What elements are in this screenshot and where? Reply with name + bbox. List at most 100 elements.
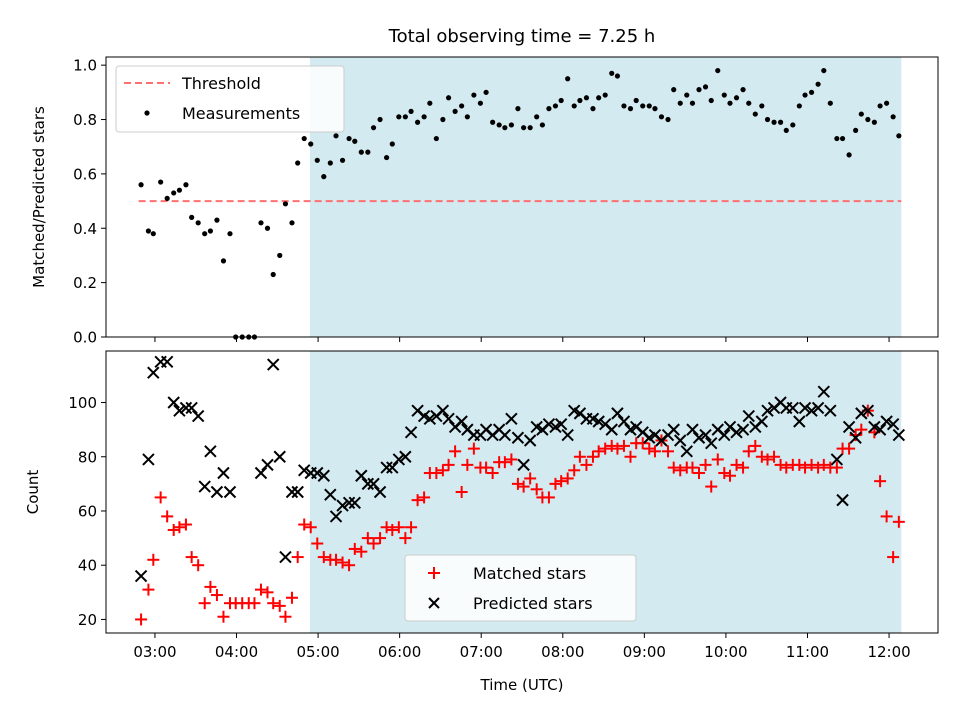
matched-star-point	[887, 551, 900, 564]
predicted-star-point	[761, 404, 774, 417]
predicted-star-point	[498, 428, 512, 442]
legend-matched-label: Matched stars	[473, 564, 586, 583]
matched-star-point	[248, 597, 261, 610]
predicted-star-point	[134, 569, 148, 583]
predicted-star-point	[399, 450, 412, 463]
matched-star-point	[592, 445, 605, 458]
measurement-point	[421, 114, 427, 120]
measurement-point	[871, 119, 877, 125]
measurement-point	[546, 106, 552, 112]
matched-star-point	[830, 461, 843, 474]
measurement-point	[195, 220, 201, 226]
predicted-star-point	[291, 485, 304, 499]
predicted-star-point	[811, 401, 825, 415]
predicted-star-point	[386, 461, 399, 474]
predicted-star-point	[830, 453, 844, 466]
measurement-point	[521, 125, 527, 131]
matched-star-point	[511, 477, 524, 490]
measurement-point	[896, 133, 902, 139]
measurement-point	[402, 114, 408, 120]
matched-star-point	[330, 553, 343, 566]
predicted-star-point	[605, 423, 618, 436]
legend-measurements-label: Measurements	[182, 104, 300, 123]
predicted-star-point	[392, 453, 406, 466]
matched-star-point	[267, 597, 280, 610]
measurement-point	[884, 100, 890, 106]
measurement-point	[339, 157, 346, 163]
matched-star-point	[291, 551, 304, 564]
measurement-point	[633, 97, 639, 104]
measurement-point	[346, 135, 352, 142]
measurement-point	[815, 81, 821, 87]
matched-star-point	[643, 442, 656, 455]
predicted-star-point	[793, 415, 806, 428]
measurement-point	[783, 127, 789, 133]
matched-star-point	[724, 469, 736, 482]
measurement-point	[258, 220, 264, 226]
predicted-star-point	[592, 415, 605, 428]
matched-stars-points	[135, 404, 905, 626]
measurement-point	[834, 135, 840, 142]
x-axis-label: Time (UTC)	[480, 676, 564, 694]
predicted-star-point	[686, 423, 699, 436]
matched-star-point	[418, 491, 431, 504]
measurement-point	[445, 95, 452, 101]
measurement-point	[164, 195, 170, 201]
y-tick-label: 0.0	[73, 329, 97, 347]
predicted-star-point	[355, 469, 368, 482]
matched-star-point	[699, 458, 712, 471]
measurement-point	[839, 135, 846, 142]
predicted-star-point	[380, 461, 393, 474]
predicted-star-point	[517, 458, 530, 472]
matched-star-point	[480, 461, 493, 474]
matched-star-point	[348, 542, 361, 555]
measurement-point	[614, 73, 621, 79]
predicted-star-point	[861, 404, 875, 417]
matched-star-point	[135, 613, 148, 626]
measurement-point	[671, 87, 677, 93]
x-tick-label: 08:00	[541, 643, 584, 661]
measurement-point	[277, 252, 283, 259]
measurement-point	[646, 103, 652, 109]
matched-star-point	[555, 475, 568, 488]
predicted-star-point	[692, 431, 706, 444]
predicted-star-point	[267, 358, 280, 371]
top-axes-frame	[105, 56, 939, 338]
measurement-point	[483, 89, 489, 95]
predicted-star-point	[198, 480, 211, 493]
matched-star-point	[636, 437, 649, 450]
matched-star-point	[524, 472, 537, 485]
figure-title: Total observing time = 7.25 h	[388, 26, 656, 47]
predicted-star-point	[336, 499, 349, 512]
predicted-star-point	[798, 401, 812, 415]
measurement-point	[502, 125, 508, 131]
matched-star-point	[730, 458, 743, 471]
matched-star-point	[217, 610, 230, 623]
measurement-point	[295, 160, 301, 166]
measurement-point	[752, 111, 758, 117]
measurement-point	[853, 127, 859, 133]
predicted-star-point	[361, 477, 375, 491]
matched-star-point	[755, 450, 768, 463]
matched-star-point	[693, 467, 706, 480]
predicted-star-point	[223, 485, 237, 499]
measurement-point	[821, 67, 827, 74]
measurement-point	[865, 116, 871, 123]
matched-star-point	[261, 586, 274, 599]
matched-star-point	[674, 464, 687, 477]
predicted-star-point	[217, 466, 230, 480]
x-tick-label: 06:00	[378, 643, 421, 661]
measurement-point	[214, 217, 220, 223]
top-y-axis-label: Matched/Predicted stars	[30, 106, 48, 288]
matched-star-point	[718, 467, 731, 480]
measurement-point	[665, 116, 671, 123]
matched-star-point	[399, 532, 412, 545]
matched-star-point	[793, 458, 806, 471]
measurement-point	[689, 100, 696, 106]
matched-star-point	[285, 591, 298, 604]
predicted-star-point	[160, 355, 174, 369]
measurement-point	[383, 154, 390, 161]
measurement-point	[389, 141, 395, 147]
predicted-star-point	[873, 423, 887, 436]
